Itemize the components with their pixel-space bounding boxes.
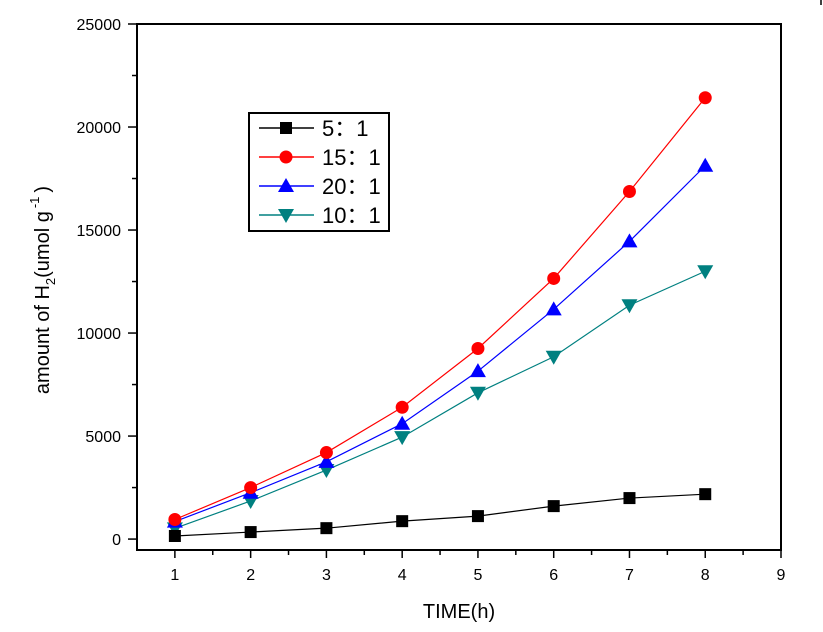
legend-label: 15：1 [322,145,381,170]
plot-frame [136,23,782,551]
x-tick-label: 3 [322,567,331,584]
y-axis-title-suffix: ) [32,186,54,193]
data-point [244,481,258,495]
y-tick-label: 5000 [85,429,121,446]
y-axis-title-prefix: amount of H [32,285,54,394]
data-point [394,431,411,446]
data-point [395,400,409,414]
y-tick-label: 25000 [77,17,122,34]
legend-marker [280,122,292,134]
x-tick-label: 6 [549,567,558,584]
x-tick-label: 7 [625,567,634,584]
axis-ticks [128,23,782,558]
data-point [394,415,411,430]
y-tick-label: 15000 [77,223,122,240]
y-tick-label: 10000 [77,326,122,343]
legend-entry: 5：1 [259,116,368,141]
x-tick-label: 9 [777,567,786,584]
data-point [318,453,335,468]
data-point [471,510,484,523]
series-line [174,97,706,521]
data-point [698,91,712,105]
x-tick-label: 8 [701,567,710,584]
y-tick-label: 0 [112,532,121,549]
legend: 5：1 15：1 20：1 10：1 [248,112,390,232]
series-line [174,165,706,523]
y-axis-title-subscript: 2 [43,278,58,285]
data-point [623,492,636,505]
data-point [545,301,562,316]
legend-entry: 20：1 [259,174,381,199]
tick-labels: 1 2 3 4 5 6 7 8 9 0 5000 10000 15000 20000 25000 [77,17,786,584]
legend-label: 5：1 [322,116,368,141]
legend-label: 20：1 [322,174,381,199]
data-point [168,529,181,542]
data-point [699,488,712,501]
y-axis-title: amount of H2(umol g -1) [27,186,58,394]
data-point [621,299,638,314]
legend-marker [278,209,294,223]
y-axis-title-middle: (umol g [32,211,54,278]
x-tick-label: 4 [398,567,407,584]
y-axis-title-superscript: -1 [27,197,42,209]
series-square [168,488,712,542]
data-point [622,185,636,199]
series-layer [166,91,714,542]
series-line [174,493,706,537]
legend-entries: 5：1 15：1 20：1 10：1 [259,116,381,228]
series-triangle-up [166,157,714,528]
x-tick-label: 2 [246,567,255,584]
data-point [319,446,333,460]
x-tick-label: 1 [170,567,179,584]
x-axis-title: TIME(h) [423,601,495,623]
data-point [621,233,638,248]
data-point [697,265,714,280]
data-point [697,157,714,172]
legend-entry: 10：1 [259,203,381,228]
data-point [320,522,333,535]
legend-entry: 15：1 [259,145,381,170]
legend-marker [279,150,293,164]
data-point [469,363,486,378]
data-point [168,513,182,527]
data-point [471,342,485,356]
data-point [396,515,409,528]
data-point [469,386,486,401]
legend-box [248,112,390,232]
y-tick-label: 20000 [77,120,122,137]
data-point [547,271,561,285]
legend-marker [278,178,294,192]
series-circle [168,91,712,527]
series-line [174,270,706,529]
data-point [547,500,560,513]
data-point [244,526,257,539]
legend-label: 10：1 [322,203,381,228]
x-tick-label: 5 [473,567,482,584]
data-point [545,350,562,365]
